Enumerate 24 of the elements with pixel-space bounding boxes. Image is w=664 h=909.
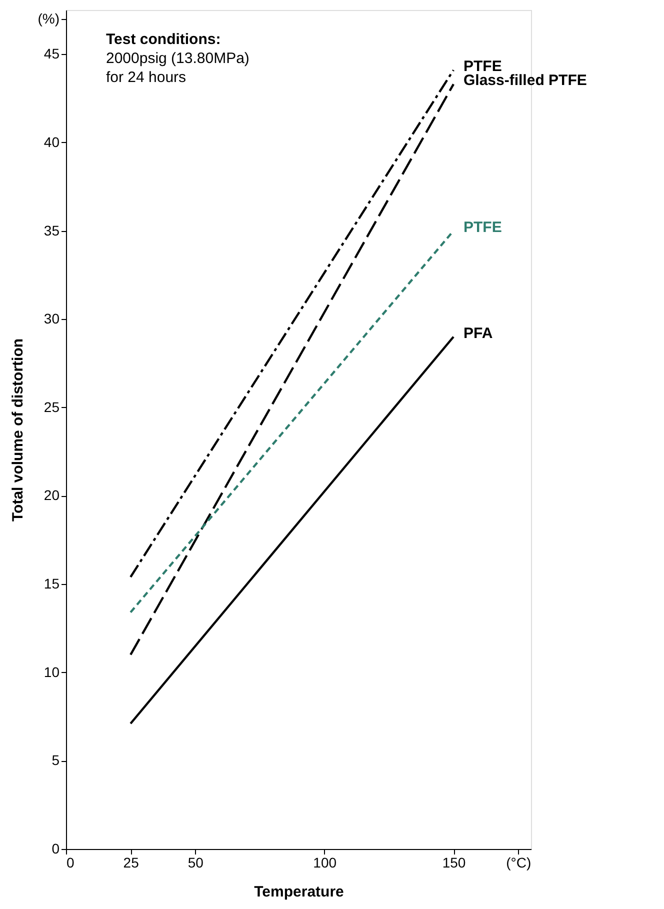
series-label: PTFE (464, 218, 502, 236)
series-label: PFA (464, 324, 493, 342)
annotation: for 24 hours (106, 69, 186, 86)
y-tick-label: 30 (44, 310, 60, 327)
x-tick-label: 150 (442, 854, 466, 870)
y-tick-label: 10 (44, 664, 60, 680)
y-tick-label: 0 (52, 840, 60, 856)
x-tick-label: 25 (123, 854, 140, 870)
x-tick-label: (°C) (506, 854, 532, 870)
y-axis-title: Total volume of distortion (10, 338, 27, 522)
y-tick-label: 5 (52, 752, 60, 768)
x-tick-label: 50 (188, 854, 204, 870)
x-tick-label: 100 (313, 854, 337, 870)
y-tick-label: 25 (44, 398, 60, 415)
y-tick-label: 35 (44, 222, 60, 238)
y-tick-label: 20 (44, 487, 60, 504)
annotation: Test conditions: (106, 31, 221, 48)
y-tick-label: 15 (44, 576, 60, 592)
y-tick-label: 40 (44, 134, 60, 150)
x-axis-title: Temperature (254, 884, 344, 900)
y-tick-label: 45 (44, 46, 60, 62)
annotation: 2000psig (13.80MPa) (106, 50, 250, 67)
x-tick-label: 0 (66, 854, 74, 870)
y-tick-label: (%) (38, 10, 60, 26)
